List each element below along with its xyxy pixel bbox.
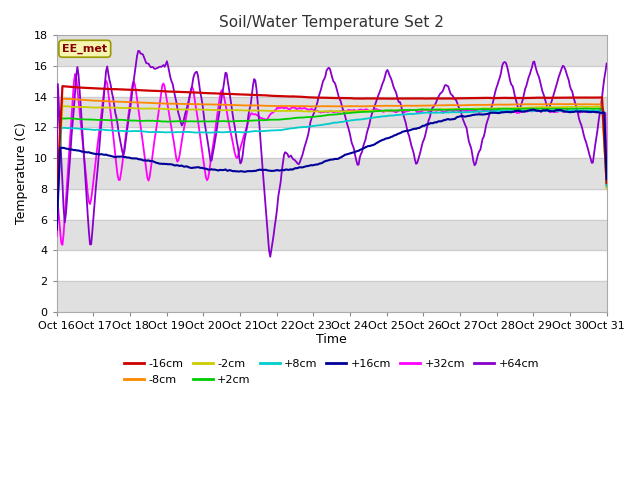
- Bar: [57, 281, 607, 312]
- Bar: [57, 36, 607, 66]
- Title: Soil/Water Temperature Set 2: Soil/Water Temperature Set 2: [220, 15, 444, 30]
- Text: EE_met: EE_met: [62, 44, 108, 54]
- Bar: [57, 158, 607, 189]
- Legend: -16cm, -8cm, -2cm, +2cm, +8cm, +16cm, +32cm, +64cm: -16cm, -8cm, -2cm, +2cm, +8cm, +16cm, +3…: [120, 355, 543, 389]
- Y-axis label: Temperature (C): Temperature (C): [15, 122, 28, 225]
- Bar: [57, 97, 607, 128]
- Bar: [57, 219, 607, 250]
- X-axis label: Time: Time: [316, 334, 347, 347]
